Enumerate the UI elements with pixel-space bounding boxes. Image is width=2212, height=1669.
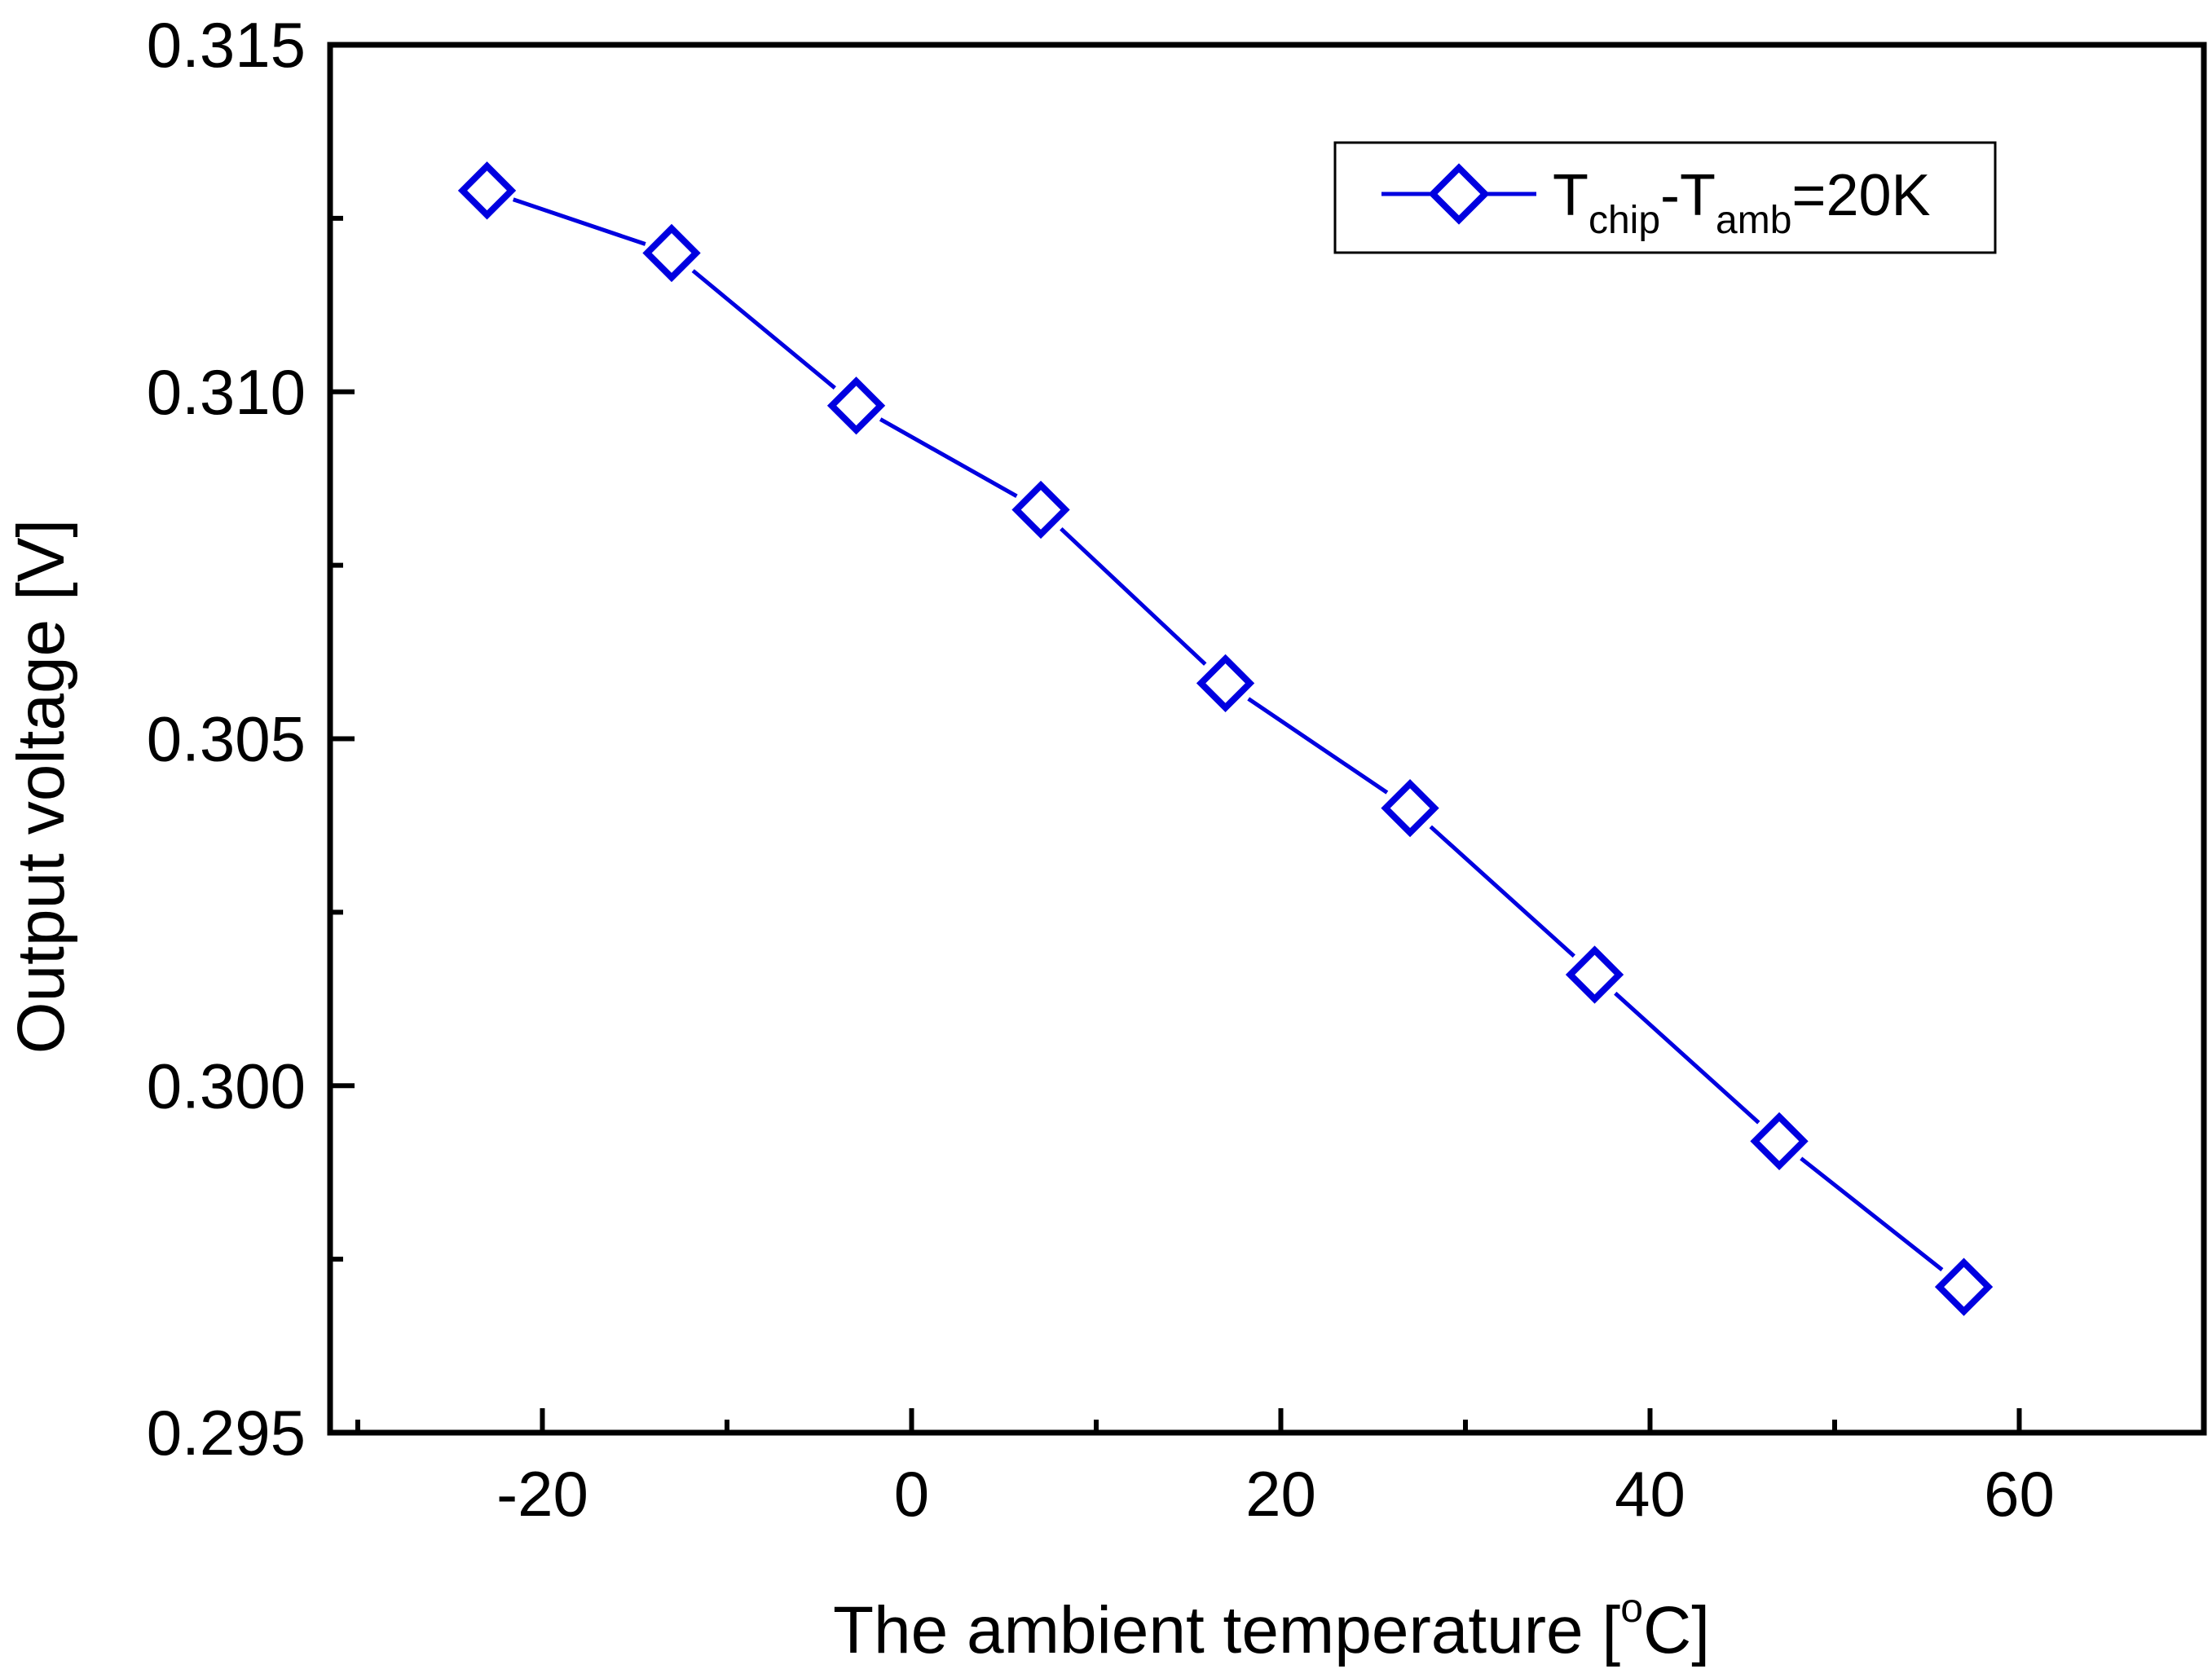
series-line-segment xyxy=(1060,526,1207,666)
x-axis-title-main: The ambient temperature [ xyxy=(833,1593,1620,1667)
x-axis-title-unit: C] xyxy=(1643,1593,1710,1667)
legend-label-sub-amb: amb xyxy=(1716,199,1791,242)
x-axis-title-degree: o xyxy=(1620,1585,1643,1631)
x-tick-label: 40 xyxy=(1615,1458,1685,1530)
legend-label: Tchip-Tamb=20K xyxy=(1553,163,1931,242)
y-tick-label: 0.295 xyxy=(147,1397,306,1469)
data-point-marker xyxy=(457,161,517,220)
x-tick-label: 20 xyxy=(1245,1458,1316,1530)
x-axis-title: The ambient temperature [oC] xyxy=(833,1585,1710,1667)
legend-label-tail: =20K xyxy=(1791,163,1930,228)
y-tick-label: 0.305 xyxy=(147,703,306,775)
series-line-segment xyxy=(879,417,1018,498)
data-point-marker xyxy=(642,223,701,283)
data-point-marker xyxy=(1011,480,1070,539)
y-tick-label: 0.310 xyxy=(147,356,306,428)
y-axis-tick-labels: 0.295 0.300 0.305 0.310 0.315 xyxy=(147,9,306,1469)
legend-label-sub-chip: chip xyxy=(1588,199,1660,242)
data-point-marker xyxy=(1750,1112,1809,1171)
data-point-marker xyxy=(1381,778,1439,838)
x-tick-label: 0 xyxy=(894,1458,929,1530)
x-tick-label: 60 xyxy=(1984,1458,2055,1530)
y-tick-label: 0.300 xyxy=(147,1050,306,1121)
legend-label-mid: -T xyxy=(1660,163,1716,228)
data-point-marker xyxy=(1196,654,1255,713)
series-line-segment xyxy=(1247,697,1389,795)
x-tick-label: -20 xyxy=(496,1458,588,1530)
data-point-marker xyxy=(1565,945,1624,1004)
series-line-segment xyxy=(1800,1156,1944,1272)
series-line-segment xyxy=(1429,825,1575,958)
legend: Tchip-Tamb=20K xyxy=(1333,141,1997,254)
legend-diamond-marker xyxy=(1428,163,1490,225)
x-axis-tick-labels: -20 0 20 40 60 xyxy=(496,1458,2055,1530)
y-tick-label: 0.315 xyxy=(147,9,306,81)
x-axis-ticks xyxy=(355,1408,2206,1433)
y-axis-title: Output voltage [V] xyxy=(4,519,78,1054)
data-point-marker xyxy=(1934,1257,1994,1316)
series-line-segment xyxy=(691,269,836,390)
legend-label-t: T xyxy=(1553,163,1588,228)
series-line-segment xyxy=(512,197,646,246)
y-axis-ticks xyxy=(330,42,355,1435)
data-point-marker xyxy=(826,377,886,435)
series-layer xyxy=(457,161,1994,1316)
series-line-segment xyxy=(1614,991,1760,1125)
